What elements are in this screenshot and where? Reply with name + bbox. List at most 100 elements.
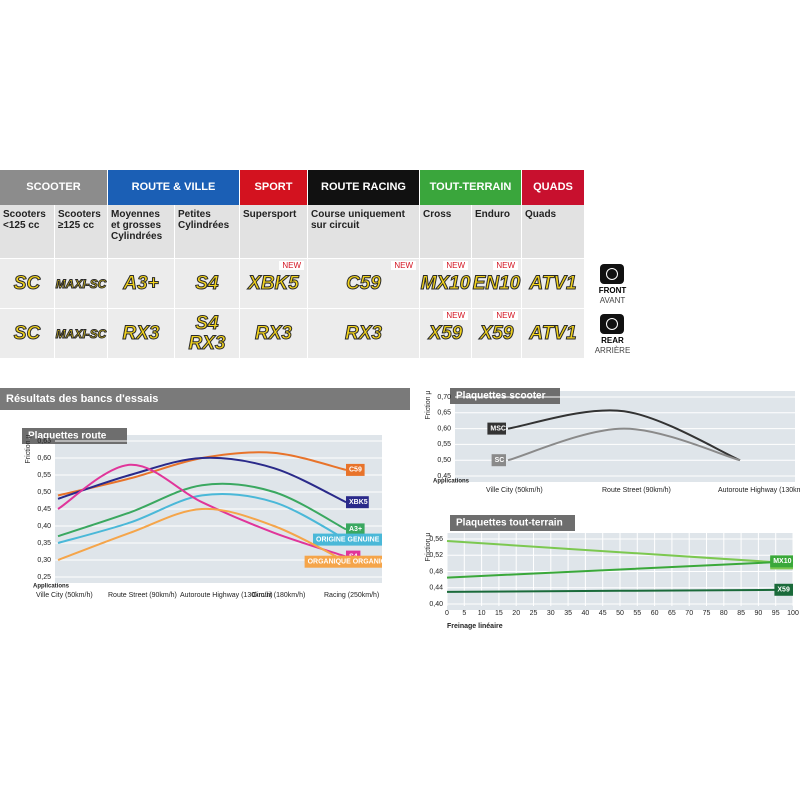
product-logo: MAXI-SC	[55, 276, 107, 291]
x-tick-label: 60	[651, 610, 659, 617]
legend-label: ORGANIQUE ORGANIC	[308, 559, 386, 566]
icon-graphic	[600, 264, 624, 284]
new-badge: NEW	[493, 311, 518, 320]
product-logo: XBK5	[248, 272, 300, 294]
x-tick-label: 20	[512, 610, 520, 617]
x-tick-label: Route Street (90km/h)	[602, 487, 671, 494]
x-tick-label: 65	[668, 610, 676, 617]
cell: X59 NEW	[472, 308, 522, 358]
series-line	[57, 456, 347, 504]
chart-tab	[22, 428, 127, 444]
y-tick-label: 0,65	[437, 410, 451, 417]
x-caption: Applications	[433, 479, 470, 485]
group-header: ROUTE & VILLE	[108, 170, 240, 205]
product-logo: SC	[13, 322, 41, 344]
x-tick-label: Racing (250km/h)	[324, 592, 379, 599]
y-tick-label: 0,44	[429, 585, 443, 592]
x-tick-label: Route Street (90km/h)	[108, 592, 177, 599]
cell: SC	[0, 308, 55, 358]
series-line	[446, 588, 794, 593]
x-tick-label: Ville City (50km/h)	[36, 592, 93, 599]
cell: X59 NEW	[420, 308, 472, 358]
series-line	[446, 560, 794, 579]
x-tick-label: 10	[478, 610, 486, 617]
y-tick-label: 0,30	[37, 557, 51, 564]
legend-label: A3+	[349, 526, 362, 533]
chart-title: Plaquettes scooter	[456, 391, 546, 402]
cell: SC	[0, 258, 55, 308]
icon-caption: AVANT	[599, 296, 626, 305]
group-header: QUADS	[522, 170, 585, 205]
series-line	[57, 463, 347, 558]
y-tick-label: 0,55	[37, 472, 51, 479]
series-line	[57, 493, 347, 544]
x-tick-label: 75	[703, 610, 711, 617]
icon-name: REAR	[601, 336, 624, 345]
new-badge: NEW	[391, 261, 416, 270]
y-tick-label: 0,45	[37, 506, 51, 513]
cell: ATV1	[522, 308, 585, 358]
icon-caption: ARRIÈRE	[594, 346, 631, 355]
x-tick-label: 70	[685, 610, 693, 617]
y-axis-label: Friction μ	[25, 435, 32, 464]
column-header: Scooters <125 cc	[0, 205, 55, 258]
y-tick-label: 0,55	[437, 441, 451, 448]
group-header: TOUT-TERRAIN	[420, 170, 522, 205]
column-header: Enduro	[472, 205, 522, 258]
y-tick-label: 0,65	[37, 438, 51, 445]
x-tick-label: 25	[530, 610, 538, 617]
cell: RX3	[108, 308, 175, 358]
y-tick-label: 0,56	[429, 536, 443, 543]
cell: C59 NEW	[308, 258, 420, 308]
column-header: Quads	[522, 205, 585, 258]
product-logo: S4	[195, 272, 219, 294]
group-header: SPORT	[240, 170, 308, 205]
position-icon: FRONT AVANT	[590, 260, 635, 308]
legend-tag	[774, 583, 793, 596]
series-line	[446, 540, 794, 565]
x-tick-label: 5	[462, 610, 466, 617]
x-tick-label: 15	[495, 610, 503, 617]
legend-tag	[304, 555, 382, 568]
y-tick-label: 0,48	[429, 568, 443, 575]
product-logo: RX3	[122, 322, 160, 344]
x-tick-label: Autoroute Highway (130km/h)	[180, 592, 273, 599]
product-logo: C59	[346, 272, 382, 294]
legend-tag	[770, 555, 793, 568]
legend-tag	[487, 422, 506, 435]
x-tick-label: 80	[720, 610, 728, 617]
legend-tag	[346, 496, 369, 509]
cell: S4 RX3	[175, 308, 240, 358]
x-tick-label: 95	[772, 610, 780, 617]
y-tick-label: 0,45	[437, 473, 451, 480]
cell: RX3	[240, 308, 308, 358]
x-tick-label: 0	[445, 610, 449, 617]
y-tick-label: 0,25	[37, 574, 51, 581]
x-tick-label: 35	[564, 610, 572, 617]
y-tick-label: 0,60	[37, 455, 51, 462]
y-tick-label: 0,52	[429, 552, 443, 559]
y-axis-label: Friction μ	[425, 391, 432, 420]
group-header: SCOOTER	[0, 170, 108, 205]
new-badge: NEW	[279, 261, 304, 270]
legend-label: SC	[495, 457, 505, 464]
y-tick-label: 0,35	[37, 540, 51, 547]
section-bar	[0, 388, 410, 410]
product-logo: RX3	[345, 322, 383, 344]
x-tick-label: 85	[737, 610, 745, 617]
new-badge: NEW	[443, 261, 468, 270]
cell: EN10 NEW	[472, 258, 522, 308]
icon-name: FRONT	[598, 286, 627, 295]
column-header: Moyennes et grosses Cylindrées	[108, 205, 175, 258]
column-header: Petites Cylindrées	[175, 205, 240, 258]
x-tick-label: 100	[787, 610, 799, 617]
x-tick-label: Circuit (180km/h)	[252, 592, 305, 599]
column-header: Course uniquement sur circuit	[308, 205, 420, 258]
product-logo: EN10	[472, 272, 521, 294]
legend-label: X59	[777, 587, 790, 594]
x-tick-label: 40	[582, 610, 590, 617]
product-logo: X59	[428, 322, 463, 344]
y-tick-label: 0,70	[437, 394, 451, 401]
position-icon: REAR ARRIÈRE	[590, 310, 635, 358]
